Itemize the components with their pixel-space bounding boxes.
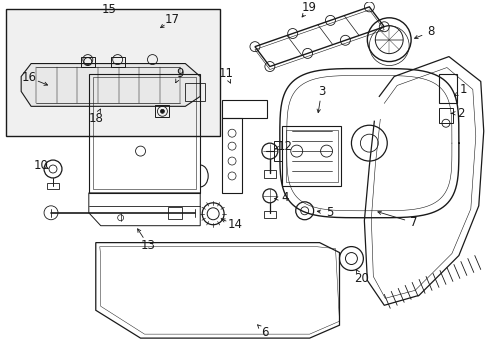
Bar [273,141,281,161]
Text: 6: 6 [261,326,268,339]
Bar [438,73,456,103]
Text: 14: 14 [227,218,242,231]
Bar [264,170,275,178]
Text: 17: 17 [164,13,180,26]
Text: 12: 12 [277,140,292,153]
Text: 8: 8 [427,25,434,38]
Text: 5: 5 [325,206,332,219]
Text: 19: 19 [302,1,317,14]
Bar [281,126,341,186]
Text: 13: 13 [141,239,156,252]
Bar [222,118,242,193]
Text: 16: 16 [21,71,37,84]
Polygon shape [21,64,200,106]
Bar [264,211,275,218]
Text: 15: 15 [101,3,116,16]
Bar [81,57,95,67]
Bar [168,207,182,219]
Text: 4: 4 [281,192,288,204]
Text: 2: 2 [456,107,464,120]
Bar [155,105,169,117]
Text: 11: 11 [218,67,233,80]
Bar [222,100,266,118]
Bar [438,108,452,123]
Bar [185,84,205,102]
Text: 18: 18 [88,112,103,125]
Text: 9: 9 [176,67,183,80]
Bar [47,183,59,189]
Circle shape [160,109,164,113]
Text: 7: 7 [409,216,417,229]
Text: 10: 10 [34,158,48,171]
Bar [89,73,200,193]
Bar [110,57,124,67]
Text: 20: 20 [353,272,368,285]
Text: 1: 1 [459,83,467,96]
Bar [93,77,196,189]
Text: 3: 3 [317,85,325,98]
Bar [285,130,337,182]
Bar [6,9,220,136]
